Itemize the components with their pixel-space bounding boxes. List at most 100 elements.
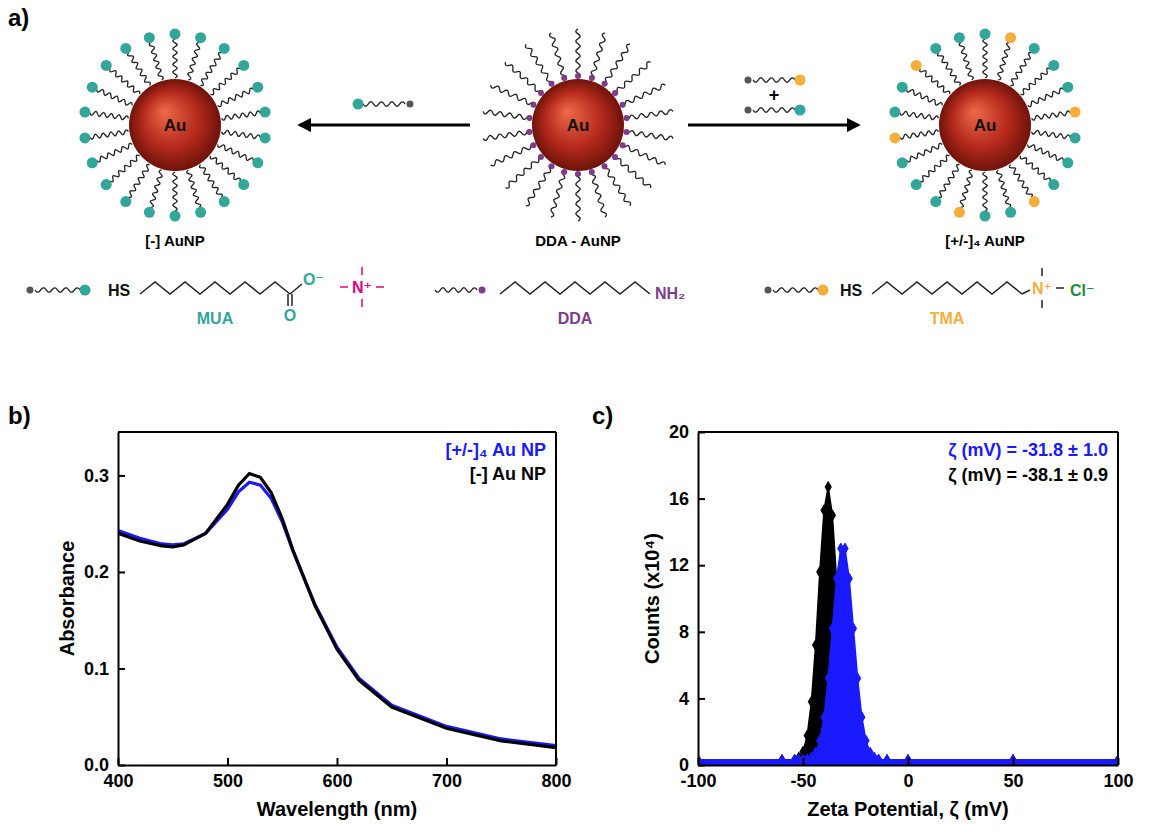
thiol-label: HS — [840, 282, 863, 299]
icon-chain — [753, 78, 795, 82]
data-point — [854, 673, 860, 684]
gold-core — [129, 79, 221, 171]
ligand-chain — [505, 155, 542, 188]
ligand-head — [1005, 207, 1016, 218]
x-tick-label: 800 — [541, 771, 571, 791]
ligand-head — [238, 60, 249, 71]
x-tick-mark — [227, 758, 229, 765]
amine-head — [612, 154, 618, 160]
amine-head — [526, 115, 532, 121]
y-tick-mark — [118, 475, 125, 477]
x-tick: 50 — [1003, 758, 1023, 791]
icon-head — [795, 105, 806, 116]
ligand-chain — [483, 110, 532, 119]
ligand-chain — [603, 165, 631, 206]
ligand-head — [79, 107, 90, 118]
ligand-head — [911, 179, 922, 190]
y-tick-mark — [118, 571, 125, 573]
ligand-chain — [900, 111, 939, 119]
ligand-head — [1048, 179, 1059, 190]
y-tick-mark — [698, 698, 705, 700]
frame-top — [698, 431, 1118, 433]
ligand-head — [930, 43, 941, 54]
ligand-head — [260, 107, 271, 118]
ligand-chain — [998, 42, 1010, 79]
amine-head — [575, 73, 581, 79]
ligand-icon — [353, 99, 414, 110]
ligand-chain — [1010, 53, 1031, 86]
ligand-head — [897, 157, 908, 168]
distribution-area — [698, 549, 1118, 765]
nanoparticle: Au[+/-]₄ AuNP — [889, 29, 1080, 250]
ligand-head — [1070, 107, 1081, 118]
icon-chain — [773, 288, 818, 292]
ligand-chain — [907, 143, 942, 162]
end-group: N⁺ — [1032, 280, 1052, 297]
nanoparticle: Au[-] AuNP — [79, 29, 270, 250]
bond — [287, 294, 289, 306]
annotation: ζ (mV) = -38.1 ± 0.9 — [948, 465, 1108, 486]
ligand-icon — [745, 75, 806, 86]
ligand-head — [79, 132, 90, 143]
ligand-head — [101, 60, 112, 71]
x-axis-title: Wavelength (nm) — [257, 798, 417, 820]
ligand-chain — [187, 170, 201, 207]
ligand-icon — [435, 287, 486, 294]
amine-head — [575, 171, 581, 177]
icon-head — [80, 285, 91, 296]
chart-panel: -100-50050100048121620Zeta Potential, ζ … — [592, 402, 1134, 820]
data-point — [812, 747, 818, 758]
data-point — [779, 755, 785, 765]
ligand-chain — [97, 89, 132, 105]
y-tick-label: 0.2 — [84, 562, 109, 582]
bond — [340, 286, 348, 288]
nanoparticle: AuDDA - AuNP — [483, 29, 673, 249]
data-point — [905, 755, 911, 765]
panel-label: c) — [592, 402, 613, 429]
ligand-head — [1062, 82, 1073, 93]
y-tick-label: 0.1 — [84, 659, 109, 679]
y-tick: 0 — [679, 755, 705, 775]
ligand-chain — [525, 44, 553, 85]
y-tick-mark — [698, 765, 705, 767]
ligand-chain — [149, 42, 163, 79]
ligand-chain — [959, 42, 973, 79]
figure: a)Au[-] AuNPAuDDA - AuNPAu[+/-]₄ AuNP+HS… — [0, 0, 1153, 832]
ligand-head — [219, 196, 230, 207]
x-tick-label: 600 — [322, 771, 352, 791]
y-tick-label: 0 — [679, 755, 689, 775]
ligand-chain — [938, 53, 961, 86]
ligand-head — [954, 207, 965, 218]
y-tick-label: 20 — [669, 422, 689, 442]
amine-head — [620, 142, 626, 148]
y-tick-label: 0.3 — [84, 466, 109, 486]
x-tick: 800 — [541, 758, 571, 791]
frame-right — [555, 432, 557, 765]
gold-core — [532, 79, 624, 171]
icon-head — [818, 285, 829, 296]
amine-head — [526, 129, 532, 135]
icon-chain — [435, 288, 477, 292]
ligand-chain — [222, 130, 261, 138]
gold-core — [939, 79, 1031, 171]
ligand-head — [1005, 32, 1016, 43]
data-point — [829, 510, 835, 521]
ligand-chain — [603, 44, 629, 85]
amine-head — [561, 75, 567, 81]
y-tick: 12 — [669, 555, 705, 575]
amine-head — [620, 102, 626, 108]
ligand-chain — [200, 165, 223, 198]
ligand-chain — [920, 155, 949, 182]
icon-head — [353, 99, 364, 110]
ligand-structure: HSN⁺Cl⁻TMA — [765, 268, 1095, 327]
ligand-chain — [128, 53, 151, 86]
x-tick-mark — [1013, 758, 1015, 765]
end-group: O⁻ — [303, 271, 324, 288]
ligand-head — [1062, 157, 1073, 168]
ligand-chain — [173, 39, 177, 78]
y-tick: 8 — [679, 622, 705, 642]
amine-head — [549, 81, 555, 87]
amine-head — [561, 169, 567, 175]
ligand-chain — [211, 68, 240, 95]
y-tick-label: 0.0 — [84, 755, 109, 775]
